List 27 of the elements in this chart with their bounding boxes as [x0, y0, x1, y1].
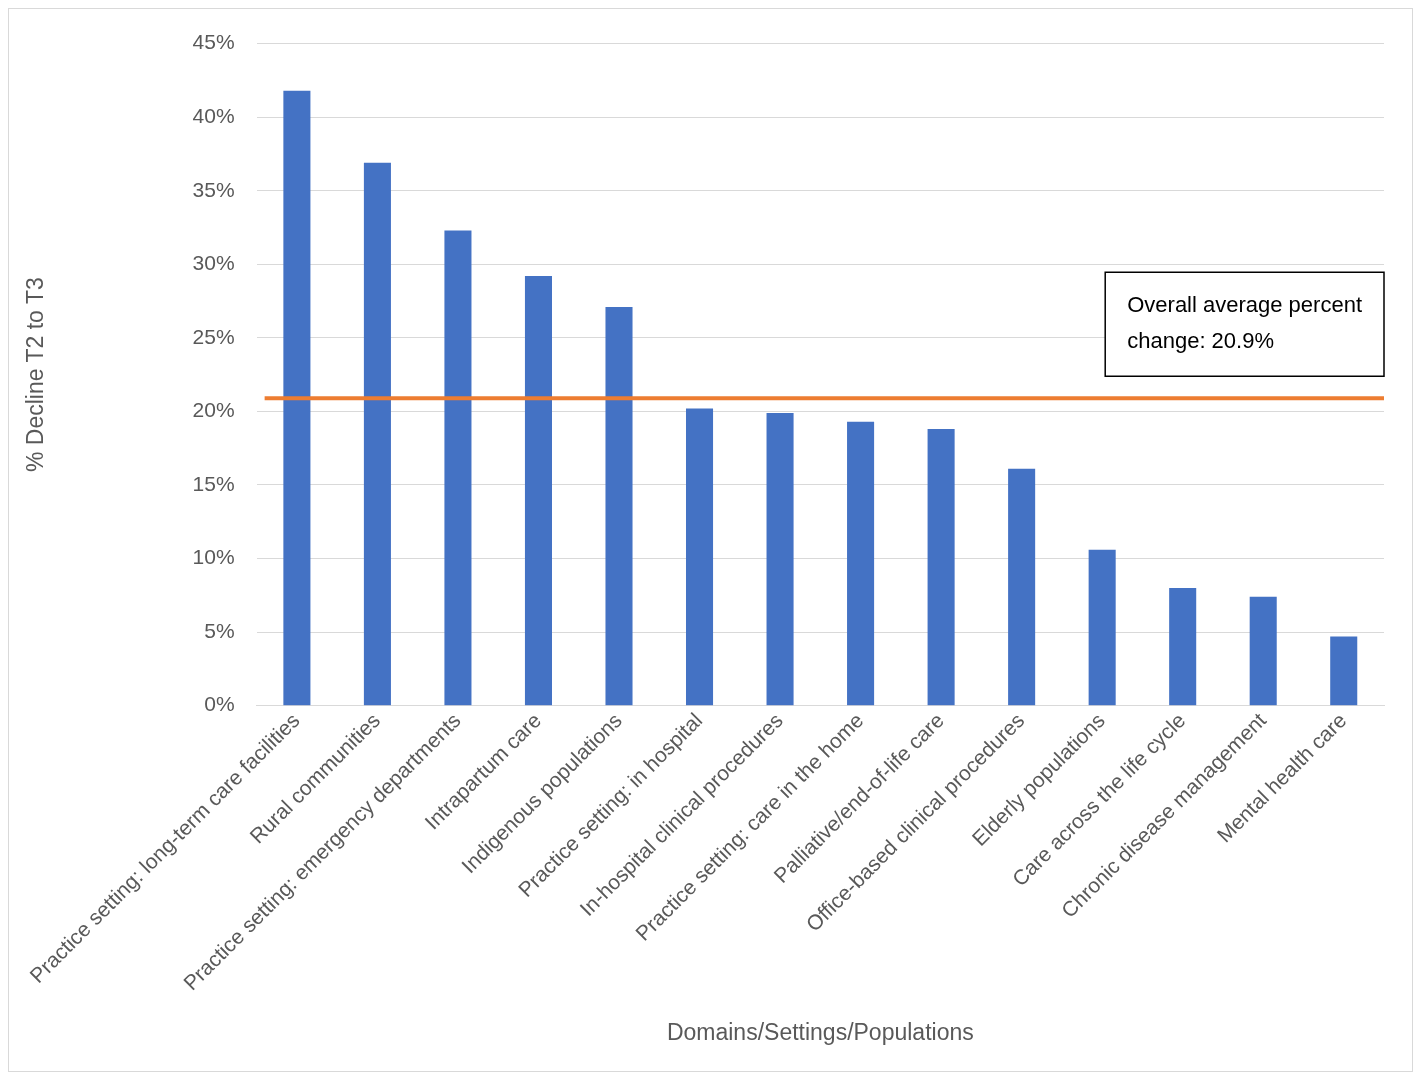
bar — [283, 90, 311, 706]
bar — [766, 412, 794, 706]
y-tick-label: 45% — [192, 30, 235, 54]
bar — [1088, 549, 1116, 706]
bar — [847, 421, 875, 706]
y-tick-label: 10% — [192, 545, 235, 569]
bar — [1008, 468, 1036, 706]
bar — [363, 162, 391, 706]
bar — [605, 306, 633, 706]
y-tick-label: 0% — [204, 692, 235, 716]
y-tick-label: 30% — [192, 251, 235, 275]
y-axis-title: % Decline T2 to T3 — [22, 277, 49, 473]
bar — [1249, 596, 1277, 706]
bar — [444, 230, 472, 706]
y-tick-label: 25% — [192, 324, 235, 348]
ref-line-label: Overall average percent change: 20.9% — [1127, 292, 1362, 354]
y-tick-label: 5% — [204, 618, 235, 642]
bar — [686, 408, 714, 706]
y-tick-label: 40% — [192, 103, 235, 127]
y-tick-label: 35% — [192, 177, 235, 201]
bar — [927, 429, 955, 706]
y-tick-label: 15% — [192, 471, 235, 495]
x-axis-title: Domains/Settings/Populations — [666, 1018, 974, 1045]
bar — [1169, 587, 1197, 706]
bar — [1330, 636, 1358, 706]
y-tick-label: 20% — [192, 398, 235, 422]
bar — [524, 276, 552, 706]
